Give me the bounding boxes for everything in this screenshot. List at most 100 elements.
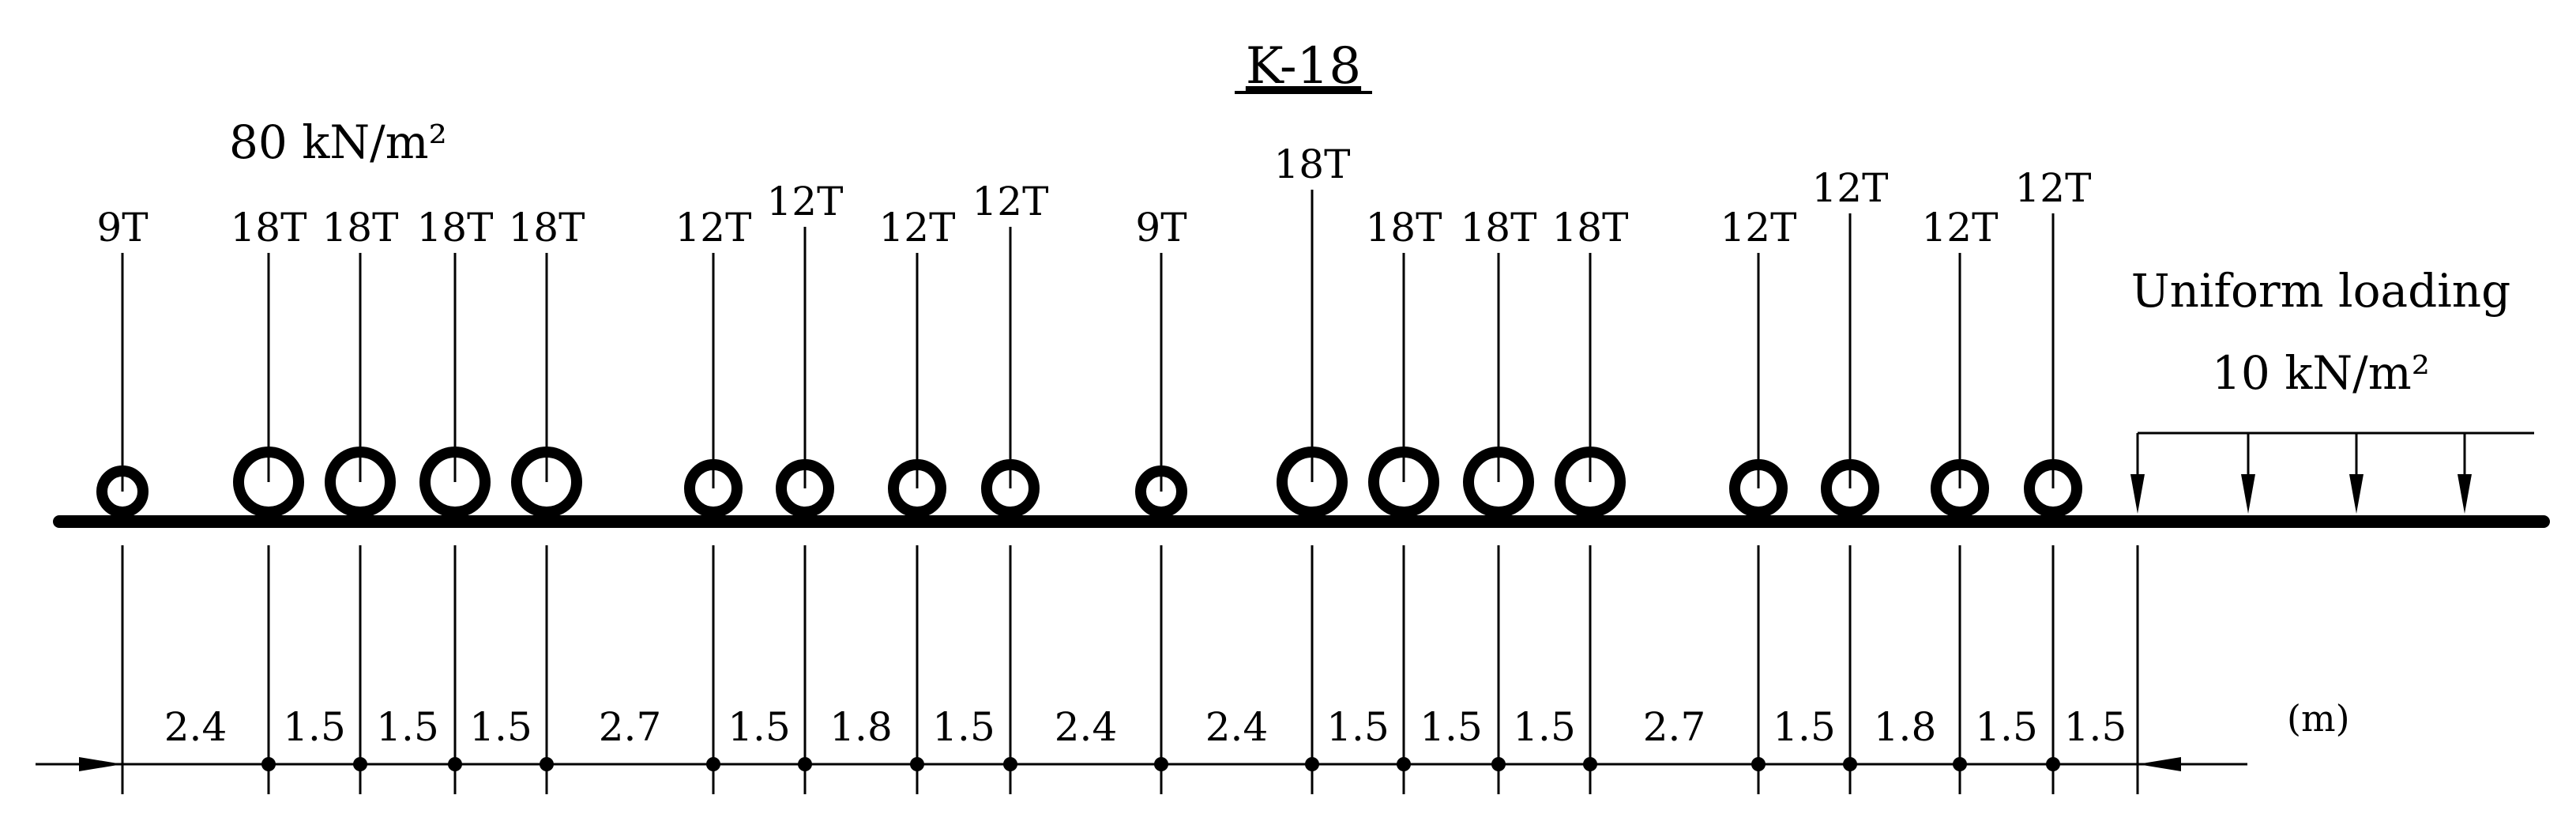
- spacing-label: 2.4: [1205, 704, 1269, 750]
- dimension-node: [1491, 757, 1506, 771]
- axle-load-label: 12T: [767, 179, 844, 224]
- wheel-circle: [1555, 447, 1626, 518]
- spacing-label: 1.5: [1420, 704, 1483, 750]
- uniform-load-arrow: [2349, 433, 2364, 514]
- spacing-label: 1.5: [728, 704, 791, 750]
- axle-18: 12T: [2015, 165, 2092, 518]
- dimension-node: [540, 757, 554, 771]
- dimension-node: [1003, 757, 1017, 771]
- axle-load-label: 18T: [1366, 205, 1442, 251]
- dimension-node: [261, 757, 276, 771]
- uniform-load-arrow: [2130, 433, 2145, 514]
- axle-load-label: 12T: [1720, 205, 1797, 251]
- dimension-node: [1397, 757, 1411, 771]
- uniform-load-label: Uniform loading: [2131, 264, 2511, 318]
- uniform-load-arrow: [2458, 433, 2472, 514]
- axle-5: 18T: [509, 205, 585, 518]
- axle-7: 12T: [767, 179, 844, 518]
- wheel-circle: [1135, 465, 1187, 518]
- spacing-label: 1.5: [932, 704, 995, 750]
- axle-loads: 9T 18T 18T 18T 18T 12T 12T 12T 12T 9T 18T 18T 18T 18T…: [96, 141, 2092, 518]
- dimension-node: [1154, 757, 1168, 771]
- axle-16: 12T: [1812, 165, 1889, 518]
- spacing-label: 1.5: [283, 704, 346, 750]
- uniform-load-value: 10 kN/m²: [2212, 346, 2430, 400]
- dimension-chain: 2.4 1.5 1.5 1.5 2.7 1.5 1.8 1.5 2.4 2.4 1.5 1.5 1.5 2…: [36, 545, 2247, 794]
- wheel-circle: [1931, 459, 1989, 518]
- axle-load-label: 18T: [509, 205, 585, 251]
- axle-3: 18T: [322, 205, 399, 518]
- dimension-arrow-right: [2138, 757, 2181, 771]
- axle-14: 18T: [1552, 205, 1629, 518]
- wheel-circle: [1821, 459, 1879, 518]
- dimension-node: [706, 757, 720, 771]
- axle-15: 12T: [1720, 205, 1797, 518]
- wheel-circle: [776, 459, 834, 518]
- axle-load-label: 12T: [675, 205, 752, 251]
- pressure-label: 80 kN/m²: [229, 115, 447, 169]
- axle-load-label: 18T: [322, 205, 399, 251]
- dimension-node: [1751, 757, 1766, 771]
- axle-load-label: 18T: [1461, 205, 1537, 251]
- axle-load-label: 18T: [417, 205, 494, 251]
- dimension-node: [448, 757, 462, 771]
- spacing-label: 1.8: [1874, 704, 1937, 750]
- axle-load-label: 12T: [2015, 165, 2092, 211]
- wheel-circle: [1277, 447, 1348, 518]
- axle-2: 18T: [231, 205, 307, 518]
- spacing-label: 1.5: [2064, 704, 2127, 750]
- spacing-label: 1.8: [829, 704, 893, 750]
- wheel-circle: [1729, 459, 1788, 518]
- axle-load-label: 9T: [1135, 205, 1186, 251]
- spacing-label: 1.5: [1326, 704, 1390, 750]
- wheel-circle: [888, 459, 946, 518]
- spacing-label: 1.5: [1975, 704, 2038, 750]
- axle-4: 18T: [417, 205, 494, 518]
- axle-13: 18T: [1461, 205, 1537, 518]
- wheel-circle: [419, 447, 491, 518]
- diagram-title: K-18: [1246, 37, 1361, 96]
- axle-load-label: 12T: [879, 205, 956, 251]
- wheel-circle: [1463, 447, 1534, 518]
- wheel-circle: [325, 447, 396, 518]
- wheel-circle: [2024, 459, 2082, 518]
- spacing-label: 1.5: [469, 704, 532, 750]
- unit-label: (m): [2287, 697, 2350, 740]
- axle-11: 18T: [1274, 141, 1351, 518]
- axle-17: 12T: [1922, 205, 1999, 518]
- dimension-node: [353, 757, 367, 771]
- axle-load-label: 12T: [972, 179, 1049, 224]
- dimension-node: [1953, 757, 1967, 771]
- spacing-label: 2.7: [1643, 704, 1706, 750]
- wheel-circle: [684, 459, 743, 518]
- spacing-label: 1.5: [1513, 704, 1576, 750]
- axle-load-label: 18T: [1274, 141, 1351, 187]
- dimension-node: [910, 757, 924, 771]
- uniform-load: [2130, 431, 2534, 514]
- uniform-load-arrow: [2241, 433, 2255, 514]
- dimension-node: [1843, 757, 1857, 771]
- axle-1: 9T: [96, 205, 149, 518]
- dimension-node: [1583, 757, 1597, 771]
- dimension-node: [1305, 757, 1319, 771]
- axle-9: 12T: [972, 179, 1049, 518]
- axle-8: 12T: [879, 205, 956, 518]
- wheel-circle: [233, 447, 304, 518]
- axle-12: 18T: [1366, 205, 1442, 518]
- spacing-label: 2.7: [599, 704, 662, 750]
- axle-load-label: 12T: [1922, 205, 1999, 251]
- axle-load-label: 12T: [1812, 165, 1889, 211]
- axle-load-label: 18T: [231, 205, 307, 251]
- spacing-label: 2.4: [164, 704, 228, 750]
- wheel-circle: [981, 459, 1040, 518]
- spacing-label: 1.5: [376, 704, 439, 750]
- dimension-node: [798, 757, 812, 771]
- spacing-label: 1.5: [1773, 704, 1836, 750]
- axle-6: 12T: [675, 205, 752, 518]
- wheel-circle: [96, 465, 149, 518]
- axle-load-label: 18T: [1552, 205, 1629, 251]
- spacing-label: 2.4: [1055, 704, 1118, 750]
- dimension-arrow-left: [79, 757, 122, 771]
- axle-10: 9T: [1135, 205, 1187, 518]
